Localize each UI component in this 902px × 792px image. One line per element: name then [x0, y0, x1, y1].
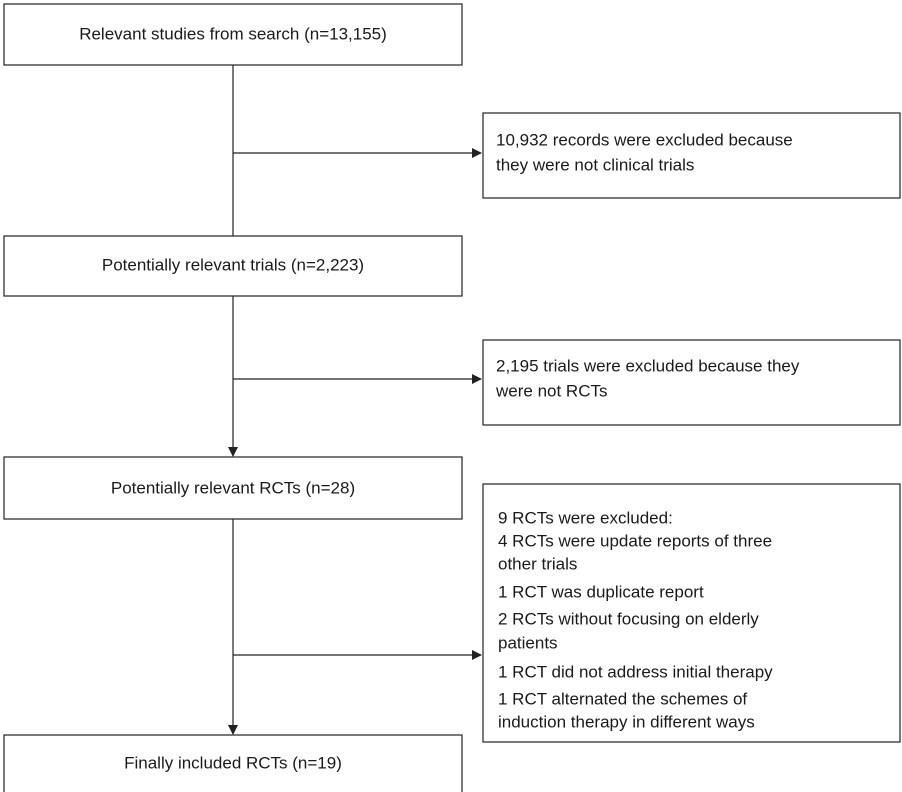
exclusion-text: 1 RCT did not address initial therapy: [498, 662, 773, 681]
node-label: Relevant studies from search (n=13,155): [79, 24, 387, 43]
exclusion-text: induction therapy in different ways: [498, 712, 755, 731]
node-label: Finally included RCTs (n=19): [124, 753, 342, 772]
exclusion-text: patients: [498, 633, 558, 652]
labels: Relevant studies from search (n=13,155) P…: [79, 24, 800, 772]
exclusion-box: [482, 483, 901, 743]
box: [3, 235, 463, 297]
exclusion-box: [482, 112, 901, 199]
node-label: Potentially relevant RCTs (n=28): [111, 478, 355, 497]
exclusion-text: other trials: [498, 554, 577, 573]
exclusion-text: 2 RCTs without focusing on elderly: [498, 609, 759, 628]
exclusion-text: 1 RCT alternated the schemes of: [498, 689, 747, 708]
exclusion-text: 4 RCTs were update reports of three: [498, 531, 772, 550]
exclusion-text: 10,932 records were excluded because: [496, 130, 793, 149]
box: [3, 3, 463, 66]
exclusion-text: they were not clinical trials: [496, 155, 694, 174]
exclusion-text: 9 RCTs were excluded:: [498, 508, 673, 527]
box: [3, 456, 463, 520]
box: [3, 734, 463, 792]
node-label: Potentially relevant trials (n=2,223): [102, 255, 364, 274]
exclusion-box: [482, 339, 901, 426]
exclusion-text: 1 RCT was duplicate report: [498, 582, 704, 601]
exclusion-text: 2,195 trials were excluded because they: [496, 356, 800, 375]
exclusion-text: were not RCTs: [495, 381, 607, 400]
